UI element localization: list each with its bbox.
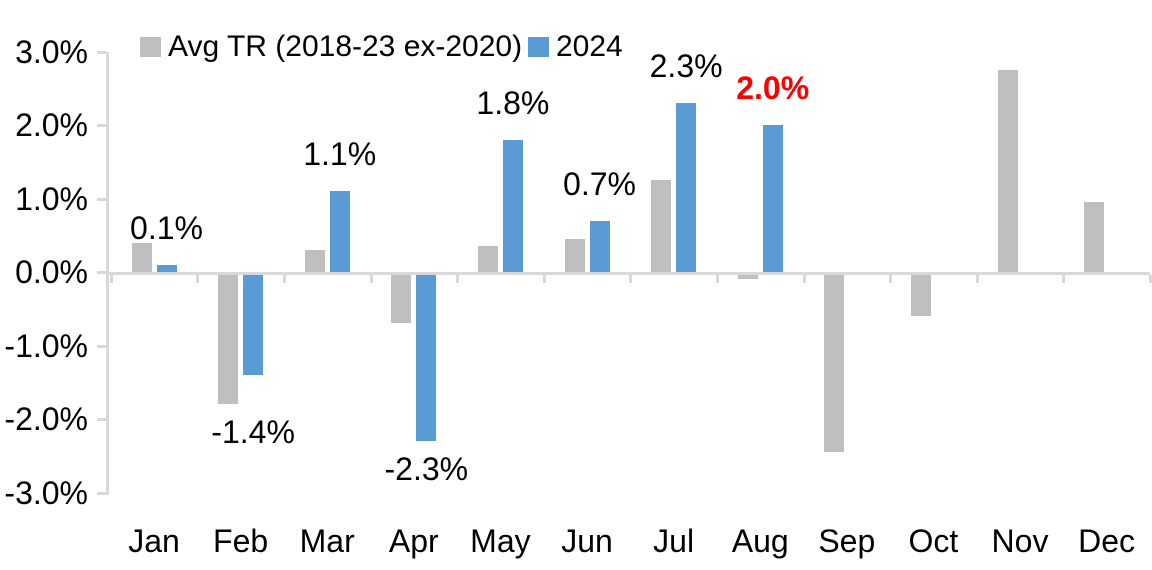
chart-legend: Avg TR (2018-23 ex-2020) 2024 xyxy=(0,0,1152,70)
bar-2024-may xyxy=(502,139,523,272)
y-axis-tick xyxy=(97,50,106,54)
legend-label-2024: 2024 xyxy=(556,30,623,63)
bar-avg-tr-2018-23-ex-2020--oct xyxy=(910,275,931,317)
bar-avg-tr-2018-23-ex-2020--nov xyxy=(997,69,1018,272)
x-axis-label-mar: Mar xyxy=(299,523,355,559)
x-axis-label-nov: Nov xyxy=(991,523,1049,559)
x-axis-tick xyxy=(282,275,286,283)
x-axis-tick xyxy=(542,275,546,283)
x-axis-tick xyxy=(1148,275,1152,283)
bar-2024-jul xyxy=(676,102,697,272)
y-axis-label: 0.0% xyxy=(15,254,88,290)
bar-avg-tr-2018-23-ex-2020--sep xyxy=(824,275,845,453)
y-axis-label: 3.0% xyxy=(15,33,88,70)
x-axis-tick xyxy=(802,275,806,283)
x-axis-tick xyxy=(196,275,200,283)
x-axis-tick xyxy=(456,275,460,283)
x-axis-label-dec: Dec xyxy=(1078,523,1136,559)
bar-avg-tr-2018-23-ex-2020--apr xyxy=(391,275,412,324)
x-axis-label-jul: Jul xyxy=(653,523,695,559)
y-axis-tick xyxy=(97,197,106,201)
data-label-2024-jul: 2.3% xyxy=(649,47,723,84)
bar-2024-mar xyxy=(329,191,350,272)
y-axis-tick xyxy=(97,418,106,421)
bar-2024-aug xyxy=(762,125,783,272)
x-axis-tick xyxy=(109,275,113,283)
x-axis-line xyxy=(106,272,1150,275)
x-axis-tick xyxy=(1062,275,1066,283)
bar-2024-apr xyxy=(416,275,437,442)
x-axis-label-feb: Feb xyxy=(213,523,269,559)
x-axis-label-may: May xyxy=(470,523,531,559)
x-axis-tick xyxy=(715,275,719,283)
y-axis-label: -3.0% xyxy=(4,474,88,511)
bar-avg-tr-2018-23-ex-2020--feb xyxy=(218,275,239,405)
bar-avg-tr-2018-23-ex-2020--jul xyxy=(651,180,672,272)
bar-2024-jan xyxy=(156,264,177,272)
bar-avg-tr-2018-23-ex-2020--mar xyxy=(304,249,325,272)
x-axis-label-jun: Jun xyxy=(561,523,613,559)
y-axis-label: 2.0% xyxy=(15,107,88,143)
y-axis-tick xyxy=(97,124,106,127)
bar-2024-jun xyxy=(589,220,610,272)
legend-swatch-avg-tr xyxy=(140,37,161,57)
data-label-2024-may: 1.8% xyxy=(476,84,550,121)
x-axis-label-aug: Aug xyxy=(731,523,789,559)
data-label-2024-aug: 2.0% xyxy=(736,70,810,106)
bar-2024-feb xyxy=(243,275,264,375)
data-label-2024-feb: -1.4% xyxy=(211,414,295,451)
bar-avg-tr-2018-23-ex-2020--aug xyxy=(737,275,758,280)
y-axis-label: 1.0% xyxy=(15,180,88,217)
data-label-2024-apr: -2.3% xyxy=(384,451,469,488)
legend-label-avg-tr: Avg TR (2018-23 ex-2020) xyxy=(168,30,523,63)
legend-swatch-2024 xyxy=(528,37,549,57)
x-axis-label-oct: Oct xyxy=(908,523,959,559)
y-axis-label: -2.0% xyxy=(4,401,88,437)
y-axis-tick xyxy=(97,491,106,495)
x-axis-tick xyxy=(975,275,979,283)
data-label-2024-jun: 0.7% xyxy=(563,165,636,202)
bar-avg-tr-2018-23-ex-2020--jun xyxy=(564,238,585,272)
y-axis-label: -1.0% xyxy=(4,327,88,364)
bar-avg-tr-2018-23-ex-2020--may xyxy=(477,246,498,272)
data-label-2024-mar: 1.1% xyxy=(303,136,377,173)
x-axis-tick xyxy=(369,275,373,283)
x-axis-label-sep: Sep xyxy=(818,523,876,559)
x-axis-tick xyxy=(889,275,893,283)
bar-avg-tr-2018-23-ex-2020--jan xyxy=(131,242,152,272)
bar-avg-tr-2018-23-ex-2020--dec xyxy=(1084,202,1105,272)
y-axis-tick xyxy=(97,344,106,348)
x-axis-label-apr: Apr xyxy=(388,523,439,559)
x-axis-tick xyxy=(629,275,633,283)
y-axis-tick xyxy=(97,271,106,274)
x-axis-label-jan: Jan xyxy=(128,523,180,559)
data-label-2024-jan: 0.1% xyxy=(130,209,203,246)
